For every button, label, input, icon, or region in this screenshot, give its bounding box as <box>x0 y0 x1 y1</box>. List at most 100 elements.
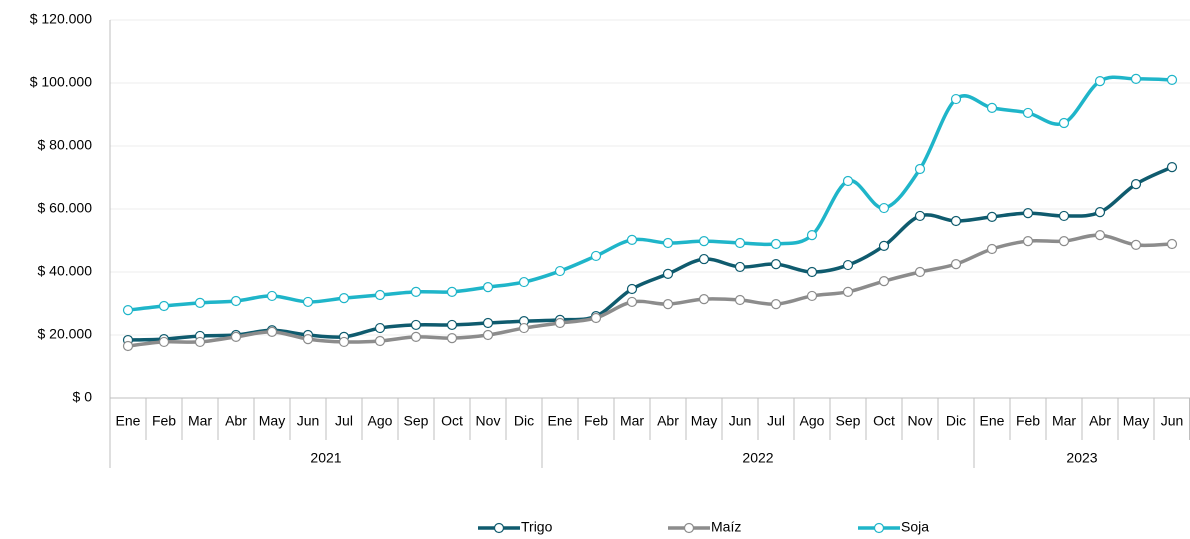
point-marker <box>158 300 170 312</box>
series-line <box>127 233 1173 348</box>
point-marker <box>266 326 278 337</box>
point-marker <box>1094 230 1106 241</box>
point-marker <box>230 295 242 307</box>
point-marker <box>374 322 386 334</box>
point-marker <box>338 336 350 348</box>
point-marker <box>734 237 746 249</box>
point-marker <box>626 234 638 245</box>
x-tick-label: Ene <box>980 413 1005 429</box>
point-marker <box>1022 107 1034 119</box>
series-line <box>127 165 1173 342</box>
x-tick-label: Abr <box>657 413 679 429</box>
x-tick-label: Feb <box>152 413 176 429</box>
legend-label: Soja <box>901 519 929 535</box>
point-marker <box>986 102 998 113</box>
point-marker <box>446 286 458 297</box>
point-marker <box>194 336 206 348</box>
point-marker <box>626 283 638 295</box>
x-tick-label: Sep <box>404 413 429 429</box>
point-marker <box>914 210 926 222</box>
point-marker <box>338 293 350 304</box>
point-marker <box>554 317 566 329</box>
point-marker <box>482 317 494 329</box>
point-marker <box>806 230 818 241</box>
x-tick-label: Dic <box>946 413 966 429</box>
point-marker <box>1094 207 1106 218</box>
point-marker <box>230 331 242 342</box>
point-marker <box>266 290 278 302</box>
legend-marker <box>683 522 695 534</box>
point-marker <box>1022 207 1034 219</box>
y-tick-label: $ 120.000 <box>30 11 92 27</box>
point-marker <box>1094 76 1106 87</box>
point-marker <box>770 299 782 310</box>
point-marker <box>986 243 998 255</box>
point-marker <box>1130 239 1142 251</box>
x-tick-label: Abr <box>1089 413 1111 429</box>
point-marker <box>662 299 674 310</box>
year-label: 2023 <box>1066 450 1097 466</box>
point-marker <box>950 93 962 105</box>
point-marker <box>1166 162 1178 173</box>
legend-label: Maíz <box>711 519 741 535</box>
x-tick-label: Ene <box>548 413 573 429</box>
point-marker <box>302 296 314 308</box>
point-marker <box>554 265 566 277</box>
point-marker <box>1130 73 1142 85</box>
point-marker <box>806 290 818 302</box>
x-tick-label: May <box>691 413 717 429</box>
point-marker <box>734 261 746 273</box>
point-marker <box>1166 74 1178 85</box>
point-marker <box>842 175 854 187</box>
legend-marker <box>873 522 885 534</box>
point-marker <box>698 253 710 265</box>
point-marker <box>986 211 998 222</box>
point-marker <box>374 289 386 301</box>
point-marker <box>302 333 314 345</box>
point-marker <box>482 282 494 293</box>
x-tick-label: Abr <box>225 413 247 429</box>
point-marker <box>806 266 818 278</box>
point-marker <box>1022 236 1034 247</box>
point-marker <box>842 286 854 297</box>
x-tick-label: Oct <box>441 413 463 429</box>
point-marker <box>734 294 746 306</box>
point-marker <box>878 276 890 287</box>
point-marker <box>662 268 674 279</box>
point-marker <box>770 238 782 250</box>
point-marker <box>1130 179 1142 190</box>
x-tick-label: Feb <box>1016 413 1040 429</box>
x-tick-label: Mar <box>620 413 644 429</box>
point-marker <box>626 296 638 308</box>
point-marker <box>590 312 602 324</box>
x-tick-label: Ago <box>800 413 825 429</box>
x-tick-label: Ene <box>116 413 141 429</box>
point-marker <box>410 286 422 297</box>
point-marker <box>446 319 458 331</box>
point-marker <box>518 322 530 334</box>
y-tick-label: $ 40.000 <box>38 263 93 279</box>
y-tick-label: $ 80.000 <box>38 137 93 153</box>
y-tick-label: $ 60.000 <box>38 200 93 216</box>
x-tick-label: Feb <box>584 413 608 429</box>
y-tick-label: $ 20.000 <box>38 326 93 342</box>
point-marker <box>1166 238 1178 250</box>
point-marker <box>374 335 386 347</box>
y-tick-label: $ 100.000 <box>30 74 92 90</box>
x-tick-label: Mar <box>188 413 212 429</box>
x-tick-label: Nov <box>908 413 933 429</box>
x-tick-label: Jun <box>1161 413 1184 429</box>
point-marker <box>698 293 710 305</box>
point-marker <box>158 336 170 348</box>
x-tick-label: Jun <box>297 413 320 429</box>
point-marker <box>194 297 206 308</box>
x-tick-label: Jul <box>335 413 353 429</box>
x-tick-label: May <box>1123 413 1149 429</box>
x-tick-label: Ago <box>368 413 393 429</box>
x-tick-label: Nov <box>476 413 501 429</box>
legend-marker <box>493 522 505 534</box>
point-marker <box>410 319 422 331</box>
point-marker <box>1058 117 1070 129</box>
year-label: 2022 <box>742 450 773 466</box>
